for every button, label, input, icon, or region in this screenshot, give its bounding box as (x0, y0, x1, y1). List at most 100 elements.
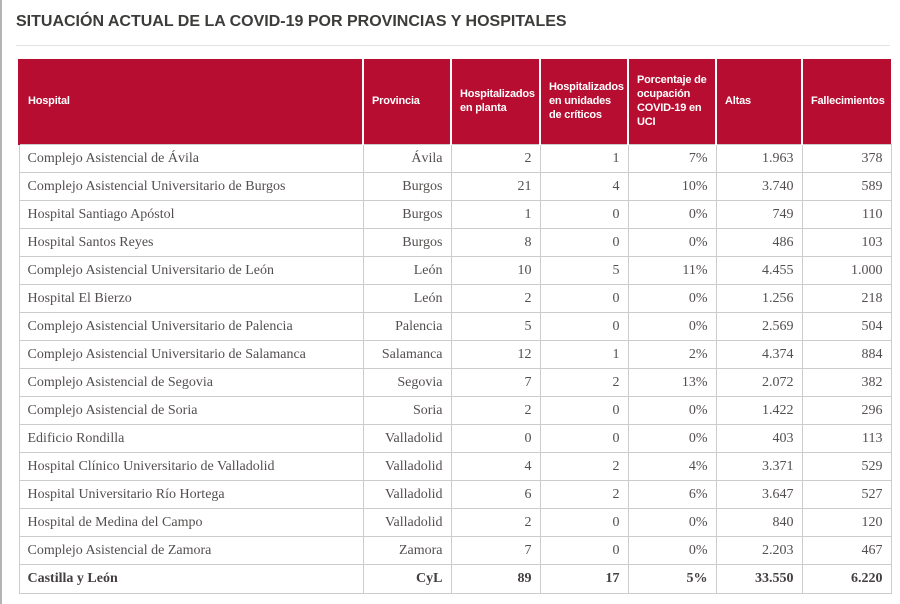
cell-altas: 486 (715, 227, 803, 257)
table-row: Complejo Asistencial Universitario de Sa… (18, 339, 892, 369)
table-row: Hospital El Bierzo León 2 0 0% 1.256 218 (18, 283, 892, 313)
table-row: Hospital de Medina del Campo Valladolid 2 0… (18, 507, 892, 537)
cell-hospitalizados-criticos: 0 (539, 227, 629, 257)
cell-hospitalizados-planta: 10 (450, 255, 541, 285)
table-header-row: Hospital Provincia Hospitalizados en pla… (18, 59, 891, 145)
cell-fallecimientos: 378 (801, 143, 892, 173)
column-header-ocupacion-uci: Porcentaje de ocupación COVID-19 en UCI (627, 59, 716, 145)
cell-ocupacion-uci: 7% (627, 143, 717, 173)
cell-hospitalizados-criticos: 0 (539, 199, 629, 229)
cell-hospitalizados-criticos: 17 (539, 563, 629, 594)
cell-hospitalizados-planta: 12 (450, 339, 541, 369)
cell-hospital: Complejo Asistencial Universitario de Sa… (18, 339, 364, 369)
cell-fallecimientos: 504 (801, 311, 892, 341)
cell-ocupacion-uci: 0% (627, 283, 717, 313)
cell-hospitalizados-criticos: 5 (539, 255, 629, 285)
column-header-provincia: Provincia (362, 59, 451, 145)
cell-hospital: Complejo Asistencial Universitario de Le… (18, 255, 364, 285)
cell-altas: 3.647 (715, 479, 803, 509)
column-header-hospitalizados-planta: Hospitalizados en planta (450, 59, 540, 145)
cell-hospitalizados-planta: 2 (450, 283, 541, 313)
covid-hospitals-table: Hospital Provincia Hospitalizados en pla… (18, 59, 892, 594)
cell-hospital: Hospital Santos Reyes (18, 227, 364, 257)
table-row: Edificio Rondilla Valladolid 0 0 0% 403 113 (18, 423, 892, 453)
cell-hospital: Complejo Asistencial de Segovia (18, 367, 364, 397)
cell-ocupacion-uci: 10% (627, 171, 717, 201)
cell-ocupacion-uci: 0% (627, 535, 717, 565)
cell-altas: 1.963 (715, 143, 803, 173)
cell-ocupacion-uci: 5% (627, 563, 717, 594)
cell-provincia: Zamora (362, 535, 452, 565)
cell-altas: 2.203 (715, 535, 803, 565)
table-body: Complejo Asistencial de Ávila Ávila 2 1 7% 1.… (18, 143, 892, 594)
cell-ocupacion-uci: 0% (627, 199, 717, 229)
table-row: Complejo Asistencial de Segovia Segovia 7 2… (18, 367, 892, 397)
table-row: Complejo Asistencial Universitario de Bu… (18, 171, 892, 201)
cell-fallecimientos: 884 (801, 339, 892, 369)
cell-hospitalizados-planta: 21 (450, 171, 541, 201)
cell-provincia: CyL (362, 563, 452, 594)
table-row: Complejo Asistencial de Zamora Zamora 7 0 0%… (18, 535, 892, 565)
cell-hospitalizados-planta: 7 (450, 367, 541, 397)
table-row: Hospital Santiago Apóstol Burgos 1 0 0% 749 11… (18, 199, 892, 229)
cell-hospitalizados-planta: 2 (450, 143, 541, 173)
cell-provincia: Valladolid (362, 451, 452, 481)
cell-provincia: Burgos (362, 171, 452, 201)
cell-fallecimientos: 103 (801, 227, 892, 257)
cell-provincia: León (362, 283, 452, 313)
cell-provincia: Segovia (362, 367, 452, 397)
table-header: Hospital Provincia Hospitalizados en pla… (18, 59, 891, 145)
column-header-altas: Altas (715, 59, 802, 145)
cell-fallecimientos: 113 (801, 423, 892, 453)
cell-hospital: Hospital Santiago Apóstol (18, 199, 364, 229)
cell-fallecimientos: 6.220 (801, 563, 892, 594)
cell-hospitalizados-criticos: 2 (539, 367, 629, 397)
cell-altas: 749 (715, 199, 803, 229)
cell-fallecimientos: 296 (801, 395, 892, 425)
cell-hospitalizados-criticos: 1 (539, 143, 629, 173)
cell-hospitalizados-planta: 8 (450, 227, 541, 257)
cell-hospitalizados-planta: 0 (450, 423, 541, 453)
cell-provincia: Soria (362, 395, 452, 425)
cell-altas: 33.550 (715, 563, 803, 594)
table-row: Complejo Asistencial Universitario de Le… (18, 255, 892, 285)
cell-hospitalizados-criticos: 4 (539, 171, 629, 201)
cell-hospital: Hospital Universitario Río Hortega (18, 479, 364, 509)
table-row: Complejo Asistencial de Soria Soria 2 0 0% 1.… (18, 395, 892, 425)
table-row: Complejo Asistencial Universitario de Pa… (18, 311, 892, 341)
table-row: Complejo Asistencial de Ávila Ávila 2 1 7% 1.… (18, 143, 892, 173)
cell-fallecimientos: 589 (801, 171, 892, 201)
cell-ocupacion-uci: 0% (627, 423, 717, 453)
cell-ocupacion-uci: 11% (627, 255, 717, 285)
cell-hospital: Complejo Asistencial de Soria (18, 395, 364, 425)
cell-hospital: Complejo Asistencial de Zamora (18, 535, 364, 565)
cell-hospitalizados-criticos: 0 (539, 311, 629, 341)
cell-hospitalizados-criticos: 2 (539, 451, 629, 481)
cell-fallecimientos: 218 (801, 283, 892, 313)
cell-ocupacion-uci: 6% (627, 479, 717, 509)
column-header-hospital: Hospital (18, 59, 363, 145)
column-header-hospitalizados-criticos: Hospitalizados en unidades de críticos (539, 59, 628, 145)
cell-fallecimientos: 1.000 (801, 255, 892, 285)
cell-fallecimientos: 529 (801, 451, 892, 481)
cell-hospitalizados-criticos: 0 (539, 507, 629, 537)
cell-provincia: Burgos (362, 227, 452, 257)
cell-ocupacion-uci: 0% (627, 311, 717, 341)
cell-altas: 840 (715, 507, 803, 537)
cell-hospital: Castilla y León (18, 563, 364, 594)
table-container: Hospital Provincia Hospitalizados en pla… (16, 45, 892, 594)
column-header-fallecimientos: Fallecimientos (801, 59, 891, 145)
cell-hospitalizados-criticos: 0 (539, 395, 629, 425)
cell-provincia: Burgos (362, 199, 452, 229)
cell-hospital: Hospital de Medina del Campo (18, 507, 364, 537)
cell-altas: 1.422 (715, 395, 803, 425)
cell-provincia: Valladolid (362, 479, 452, 509)
cell-provincia: Valladolid (362, 507, 452, 537)
cell-ocupacion-uci: 2% (627, 339, 717, 369)
cell-altas: 4.455 (715, 255, 803, 285)
cell-fallecimientos: 120 (801, 507, 892, 537)
cell-fallecimientos: 382 (801, 367, 892, 397)
cell-hospitalizados-criticos: 2 (539, 479, 629, 509)
cell-hospitalizados-planta: 4 (450, 451, 541, 481)
cell-hospitalizados-criticos: 0 (539, 423, 629, 453)
